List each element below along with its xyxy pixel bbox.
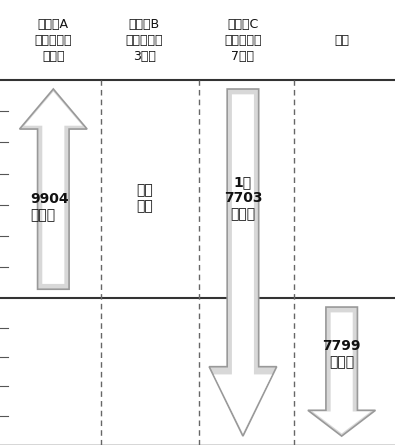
Polygon shape: [313, 312, 371, 433]
Polygon shape: [20, 89, 87, 289]
Text: 合計: 合計: [334, 33, 349, 47]
Polygon shape: [209, 89, 276, 436]
Polygon shape: [308, 307, 375, 436]
Text: 医薬品A
（自己負担
ゼロ）: 医薬品A （自己負担 ゼロ）: [35, 17, 72, 63]
Text: 1兆
7703
億円減: 1兆 7703 億円減: [224, 175, 262, 221]
Text: 医薬品C
（自己負担
7割）: 医薬品C （自己負担 7割）: [224, 17, 261, 63]
Text: 医薬品B
（自己負担
3割）: 医薬品B （自己負担 3割）: [126, 17, 163, 63]
Text: 7799
億円減: 7799 億円減: [322, 339, 361, 369]
Polygon shape: [214, 94, 272, 433]
Polygon shape: [24, 92, 83, 284]
Text: 増減
ゼロ: 増減 ゼロ: [136, 183, 152, 213]
Text: 9904
億円増: 9904 億円増: [30, 192, 69, 222]
